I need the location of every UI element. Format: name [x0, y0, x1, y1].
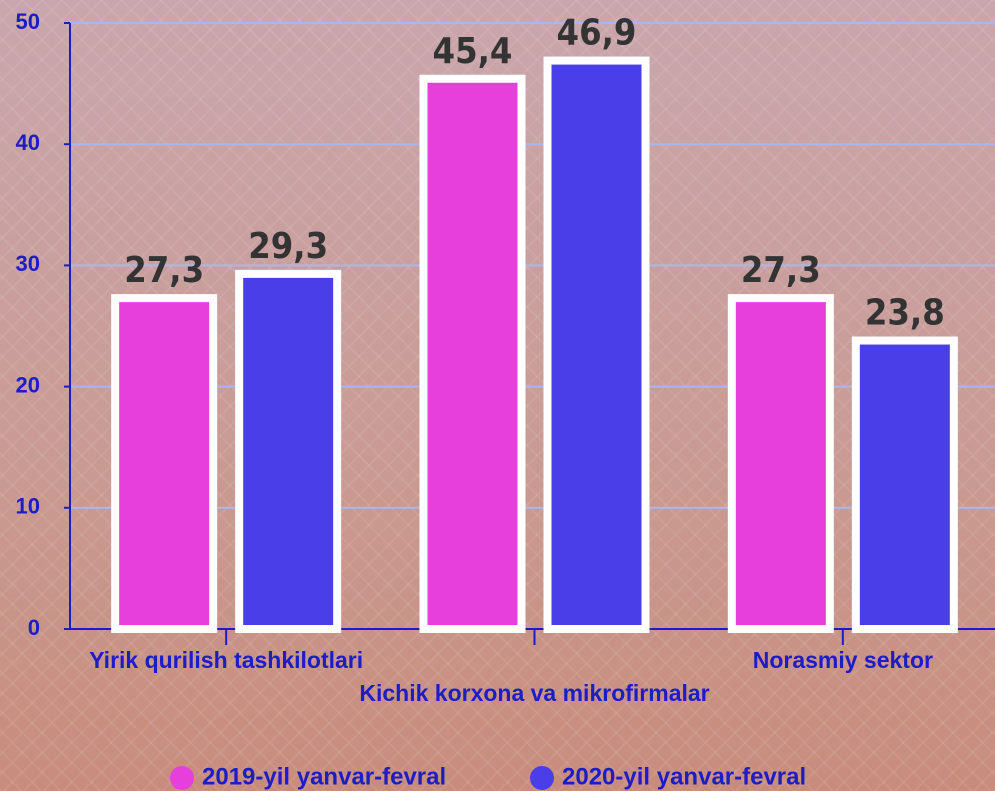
y-tick-label: 30 [16, 251, 40, 276]
bar [543, 56, 650, 633]
value-label: 45,4 [433, 31, 513, 72]
y-tick-label: 40 [16, 130, 40, 155]
legend-label: 2019-yil yanvar-fevral [202, 763, 446, 790]
value-label: 27,3 [741, 250, 821, 291]
y-tick-label: 10 [16, 494, 40, 519]
value-label: 27,3 [124, 250, 204, 291]
x-tick-label: Kichik korxona va mikrofirmalar [359, 680, 709, 706]
value-label: 46,9 [557, 13, 637, 54]
legend-label: 2020-yil yanvar-fevral [562, 763, 806, 790]
y-tick-label: 50 [16, 9, 40, 34]
value-label: 23,8 [865, 293, 945, 334]
legend-marker [170, 766, 194, 790]
bar [111, 294, 218, 633]
bar [727, 294, 834, 633]
value-label: 29,3 [248, 226, 328, 267]
y-tick-label: 20 [16, 372, 40, 397]
x-tick-label: Yirik qurilish tashkilotlari [89, 647, 363, 673]
bar [419, 74, 526, 633]
legend-marker [530, 766, 554, 790]
bar [851, 336, 958, 633]
bar [235, 269, 342, 633]
x-tick-label: Norasmiy sektor [753, 647, 933, 673]
y-tick-label: 0 [28, 615, 40, 640]
